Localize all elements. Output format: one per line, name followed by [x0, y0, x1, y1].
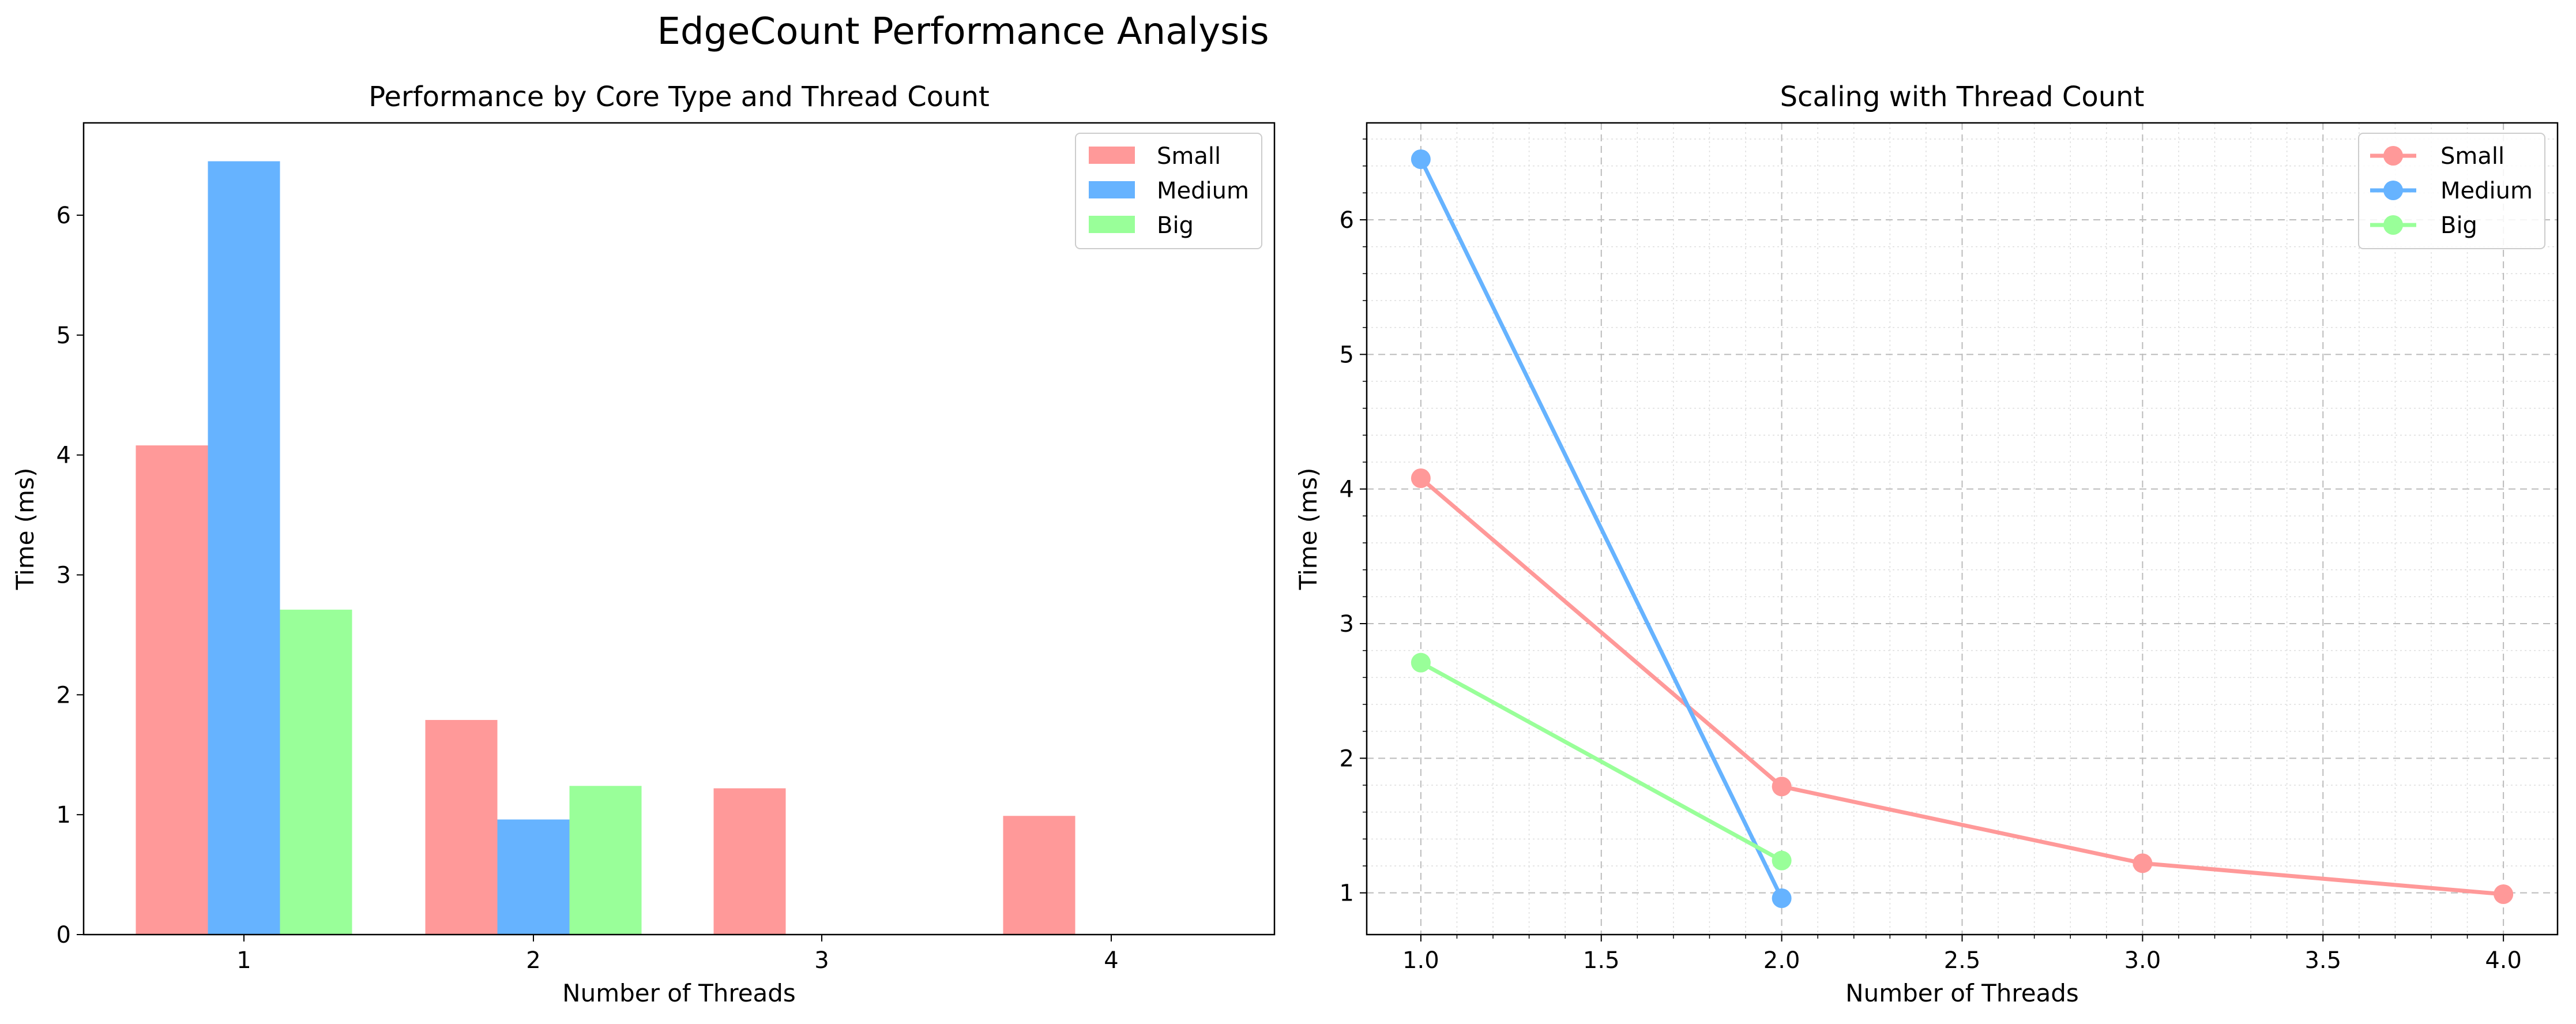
x-tick-label: 3.0 [2124, 947, 2161, 974]
x-tick-label: 3.5 [2304, 947, 2341, 974]
y-axis-label: Time (ms) [11, 468, 39, 591]
y-tick-label: 6 [1340, 207, 1354, 234]
y-tick-label: 4 [57, 442, 71, 469]
legend-marker-small [2383, 146, 2403, 166]
legend: Small Medium Big [1075, 133, 1262, 249]
point-small [1411, 468, 1431, 488]
line-chart-scaling: 1.0 1.5 2.0 2.5 3.0 3.5 4.0 1 2 3 4 5 6 Scaling with … [1294, 81, 2559, 1007]
y-tick-label: 3 [57, 562, 71, 589]
legend-marker-big [2383, 215, 2403, 235]
bar-big-2 [569, 786, 642, 935]
point-small [2494, 884, 2514, 904]
x-tick-label: 3 [814, 947, 829, 974]
y-tick-label: 0 [57, 922, 71, 948]
x-tick-label: 1.0 [1402, 947, 1439, 974]
x-tick-label: 1 [236, 947, 251, 974]
legend-swatch-big [1089, 216, 1135, 233]
y-tick-label: 2 [57, 682, 71, 708]
bar-big-1 [280, 609, 352, 935]
bar-medium-2 [497, 819, 570, 935]
bar-chart-core-type: 0 1 2 3 4 5 6 1 2 3 4 Performance by Core Type and … [11, 81, 1276, 1007]
legend-box [2358, 133, 2545, 249]
y-axis-label: Time (ms) [1294, 468, 1322, 591]
legend-label-medium: Medium [2440, 178, 2533, 204]
point-big [1772, 850, 1792, 871]
point-medium [1772, 888, 1792, 908]
legend-label-big: Big [1157, 212, 1194, 239]
y-tick-label: 4 [1340, 477, 1354, 503]
legend-label-big: Big [2440, 212, 2477, 239]
x-tick-label: 4.0 [2485, 947, 2522, 974]
x-tick-label: 2.5 [1944, 947, 1981, 974]
plot-frame [82, 122, 1276, 936]
x-axis-label: Number of Threads [1845, 979, 2079, 1007]
figure-title: EdgeCount Performance Analysis [657, 10, 1269, 53]
point-small [1772, 777, 1792, 797]
x-axis-label: Number of Threads [562, 979, 796, 1007]
line-big [1420, 661, 1783, 862]
legend-label-small: Small [1157, 143, 1221, 170]
bar-small-3 [713, 788, 786, 935]
point-small [2133, 853, 2153, 873]
y-tick-label: 1 [57, 802, 71, 828]
line-small [1419, 477, 2504, 897]
point-medium [1411, 149, 1431, 169]
legend-label-medium: Medium [1157, 178, 1249, 204]
y-tick-label: 2 [1340, 745, 1354, 772]
bar-medium-1 [208, 161, 280, 935]
x-tick-label: 2 [526, 947, 540, 974]
bar-small-2 [425, 719, 498, 935]
y-tick-label: 5 [1340, 342, 1354, 368]
chart-title: Scaling with Thread Count [1780, 81, 2145, 113]
legend-swatch-medium [1089, 181, 1135, 198]
y-tick-label: 1 [1340, 880, 1354, 907]
bar-small-1 [136, 445, 208, 935]
point-big [1411, 652, 1431, 673]
legend: Small Medium Big [2358, 133, 2545, 249]
bar-small-4 [1003, 816, 1075, 935]
x-tick-label: 4 [1104, 947, 1118, 974]
y-tick-label: 5 [57, 322, 71, 349]
x-tick-label: 2.0 [1763, 947, 1800, 974]
legend-marker-medium [2383, 181, 2403, 200]
x-tick-label: 1.5 [1583, 947, 1620, 974]
chart-title: Performance by Core Type and Thread Coun… [368, 81, 990, 113]
legend-label-small: Small [2440, 143, 2504, 170]
line-medium [1419, 158, 1784, 899]
y-tick-label: 6 [57, 202, 71, 229]
legend-swatch-small [1089, 147, 1135, 164]
y-tick-label: 3 [1340, 611, 1354, 637]
